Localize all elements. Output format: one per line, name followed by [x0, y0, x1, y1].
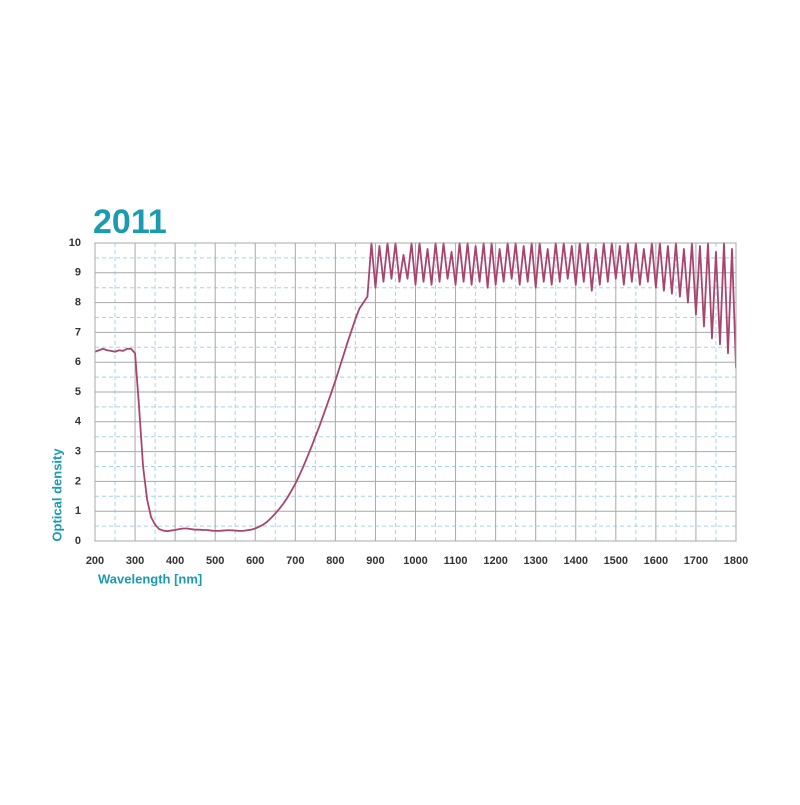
x-tick-label: 500 — [206, 555, 224, 567]
y-tick-label: 7 — [75, 326, 81, 338]
x-tick-label: 1600 — [644, 555, 668, 567]
data-line — [95, 242, 736, 533]
x-tick-label: 1800 — [724, 555, 748, 567]
x-tick-label: 600 — [246, 555, 264, 567]
x-tick-label: 1300 — [523, 555, 547, 567]
y-tick-label: 6 — [75, 356, 81, 368]
y-tick-label: 10 — [69, 237, 81, 249]
x-tick-label: 1200 — [483, 555, 507, 567]
y-tick-label: 1 — [75, 505, 81, 517]
x-tick-label: 1700 — [684, 555, 708, 567]
plot-border — [94, 242, 737, 542]
x-tick-label: 1500 — [604, 555, 628, 567]
chart-title: 2011 — [93, 203, 167, 241]
y-tick-label: 9 — [75, 267, 81, 279]
y-axis-label: Optical density — [49, 448, 64, 542]
x-tick-label: 300 — [126, 555, 144, 567]
x-tick-label: 1100 — [444, 555, 468, 567]
x-tick-label: 800 — [326, 555, 344, 567]
x-tick-label: 700 — [286, 555, 304, 567]
y-tick-label: 4 — [75, 416, 82, 428]
y-tick-label: 0 — [75, 535, 81, 547]
y-tick-label: 3 — [75, 446, 81, 458]
x-tick-label: 400 — [166, 555, 184, 567]
x-tick-label: 1000 — [403, 555, 427, 567]
x-axis-label: Wavelength [nm] — [98, 571, 202, 586]
y-tick-label: 5 — [75, 386, 81, 398]
x-tick-label: 900 — [366, 555, 384, 567]
y-tick-label: 8 — [75, 297, 81, 309]
x-tick-label: 1400 — [564, 555, 588, 567]
y-tick-label: 2 — [75, 475, 81, 487]
x-tick-label: 200 — [86, 555, 104, 567]
